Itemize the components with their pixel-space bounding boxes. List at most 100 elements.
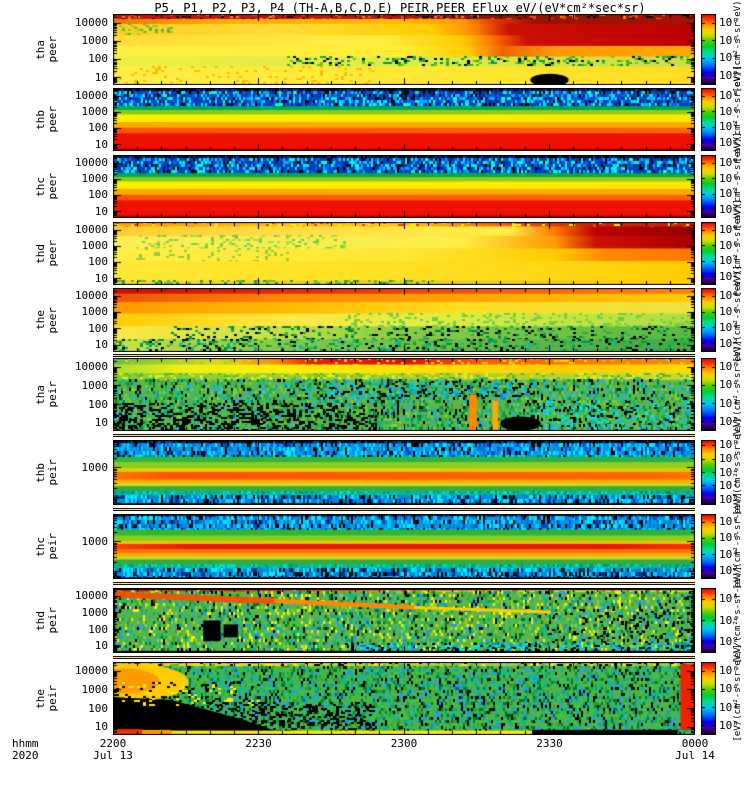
colorbar-tick-label-thc-peer: 10⁴	[719, 187, 739, 201]
energy-tick-label-the-peer: 1000	[81, 305, 109, 319]
colorbar-the-peer	[701, 288, 716, 352]
colorbar-title-the-peir: [eV/(cm²-s-sr-eV)]	[733, 643, 743, 742]
energy-tick-label-the-peir: 10000	[74, 663, 108, 677]
energy-tick-label-tha-peer: 1000	[81, 34, 109, 48]
panel-label-thc-peir: thc peir	[34, 514, 60, 579]
energy-tick-label-thd-peer: 10	[94, 271, 108, 285]
panel-label-tha-peir: tha peir	[34, 358, 60, 431]
panel-label-the-peir: the peir	[34, 662, 60, 735]
energy-tick-label-thd-peir: 10	[94, 639, 108, 653]
time-tick-hhmm: 2330	[536, 737, 563, 750]
energy-tick-label-thb-peer: 100	[88, 121, 108, 135]
energy-tick-label-the-peer: 10000	[74, 288, 108, 302]
colorbar-tick-label-the-peir: 10⁰	[719, 718, 739, 732]
colorbar-tick-label-thb-peir: 10⁰	[719, 492, 739, 506]
energy-tick-label-thd-peir: 10000	[74, 588, 108, 602]
colorbar-tick-label-thd-peir: 10⁴	[719, 613, 739, 627]
colorbar-thd-peir	[701, 588, 716, 653]
panel-label-thd-peir: thd peir	[34, 588, 60, 653]
colorbar-tick-label-thc-peir: 10²	[719, 563, 739, 577]
colorbar-tick-label-thb-peir: 10⁸	[719, 438, 739, 452]
colorbar-tick-label-thd-peer: 10⁴	[719, 254, 739, 268]
colorbar-tick-label-thc-peer: 10⁶	[719, 171, 739, 185]
energy-tick-label-tha-peer: 10	[94, 70, 108, 84]
colorbar-tick-label-thb-peer: 10⁴	[719, 120, 739, 134]
time-tick-label: 0000 Jul 14	[655, 738, 735, 762]
energy-tick-label-tha-peir: 10000	[74, 359, 108, 373]
energy-tick-label-thc-peer: 10000	[74, 155, 108, 169]
spectrogram-thb-peir	[113, 440, 695, 505]
energy-tick-label-the-peir: 100	[88, 701, 108, 715]
energy-tick-label-tha-peir: 1000	[81, 378, 109, 392]
spectrogram-the-peir	[113, 662, 695, 735]
spectrogram-thd-peer	[113, 222, 695, 285]
panel-label-the-peer: the peer	[34, 288, 60, 352]
colorbar-the-peir	[701, 662, 716, 735]
time-tick-label: 2200 Jul 13	[73, 738, 153, 762]
spectrogram-the-peer	[113, 288, 695, 352]
colorbar-tick-label-the-peer: 10²	[719, 337, 739, 350]
panel-label-thb-peir: thb peir	[34, 440, 60, 505]
colorbar-tick-label-tha-peir: 10⁰	[719, 414, 739, 428]
colorbar-tha-peir	[701, 358, 716, 431]
colorbar-tick-label-thd-peer: 10⁸	[719, 222, 739, 236]
colorbar-tick-label-the-peir: 10²	[719, 700, 739, 714]
energy-tick-label-thb-peir: 1000	[81, 460, 109, 474]
panel-spacer	[113, 582, 695, 585]
energy-tick-label-thd-peer: 10000	[74, 222, 108, 236]
colorbar-tick-label-thc-peer: 10²	[719, 203, 739, 217]
colorbar-tick-label-the-peer: 10⁴	[719, 321, 739, 334]
spectrogram-thc-peir	[113, 514, 695, 579]
spectrogram-tha-peir	[113, 358, 695, 431]
colorbar-tick-label-thd-peer: 10²	[719, 270, 739, 284]
panel-spacer	[113, 508, 695, 511]
colorbar-tick-label-the-peir: 10⁴	[719, 682, 739, 696]
colorbar-tick-label-the-peer: 10⁶	[719, 305, 739, 318]
spectrogram-thb-peer	[113, 88, 695, 151]
panel-label-thd-peer: thd peer	[34, 222, 60, 285]
energy-tick-label-tha-peir: 10	[94, 416, 108, 430]
time-tick-date: Jul 14	[675, 749, 715, 762]
colorbar-tick-label-thb-peer: 10⁸	[719, 88, 739, 102]
energy-tick-label-thc-peer: 1000	[81, 172, 109, 185]
energy-tick-label-the-peir: 1000	[81, 682, 109, 696]
colorbar-tick-label-thb-peir: 10²	[719, 479, 739, 493]
spectrogram-thc-peer	[113, 155, 695, 218]
colorbar-tick-label-thb-peir: 10⁶	[719, 451, 739, 465]
energy-tick-label-thd-peir: 100	[88, 622, 108, 636]
energy-tick-label-the-peir: 10	[94, 720, 108, 734]
energy-tick-label-tha-peer: 10000	[74, 15, 108, 29]
energy-tick-label-thc-peir: 1000	[81, 534, 109, 548]
time-tick-hhmm: 2230	[245, 737, 272, 750]
colorbar-tick-label-thb-peer: 10²	[719, 136, 739, 150]
energy-tick-label-thb-peer: 10000	[74, 88, 108, 102]
colorbar-tick-label-thd-peir: 10²	[719, 635, 739, 649]
colorbar-tick-label-tha-peer: 10²	[719, 69, 739, 83]
colorbar-tick-label-thc-peer: 10⁸	[719, 155, 739, 169]
time-tick-hhmm: 0000	[681, 737, 709, 750]
colorbar-tick-label-tha-peir: 10²	[719, 396, 739, 410]
energy-tick-label-the-peer: 100	[88, 321, 108, 335]
time-tick-label: 2230	[219, 738, 299, 750]
time-tick-date: Jul 13	[93, 749, 133, 762]
panel-label-tha-peer: tha peer	[34, 14, 60, 85]
colorbar-tick-label-the-peir: 10⁶	[719, 664, 739, 678]
colorbar-thc-peer	[701, 155, 716, 218]
time-tick-hhmm: 2300	[390, 737, 418, 750]
energy-tick-label-tha-peir: 100	[88, 397, 108, 411]
energy-tick-label-thd-peer: 1000	[81, 239, 109, 252]
colorbar-thb-peer	[701, 88, 716, 151]
colorbar-tick-label-thd-peer: 10⁶	[719, 238, 739, 252]
colorbar-tick-label-the-peer: 10⁸	[719, 289, 739, 302]
hhmm-format-label: hhmm	[12, 737, 39, 750]
colorbar-tick-label-tha-peer: 10⁸	[719, 15, 739, 29]
colorbar-thd-peer	[701, 222, 716, 285]
plot-title: P5, P1, P2, P3, P4 (TH-A,B,C,D,E) PEIR,P…	[154, 1, 646, 15]
energy-tick-label-the-peer: 10	[94, 338, 108, 352]
colorbar-tick-label-thb-peer: 10⁶	[719, 104, 739, 118]
energy-tick-label-tha-peer: 100	[88, 52, 108, 66]
energy-tick-label-thc-peer: 10	[94, 204, 108, 218]
energy-tick-label-thc-peer: 100	[88, 188, 108, 202]
panel-label-thc-peer: thc peer	[34, 155, 60, 218]
